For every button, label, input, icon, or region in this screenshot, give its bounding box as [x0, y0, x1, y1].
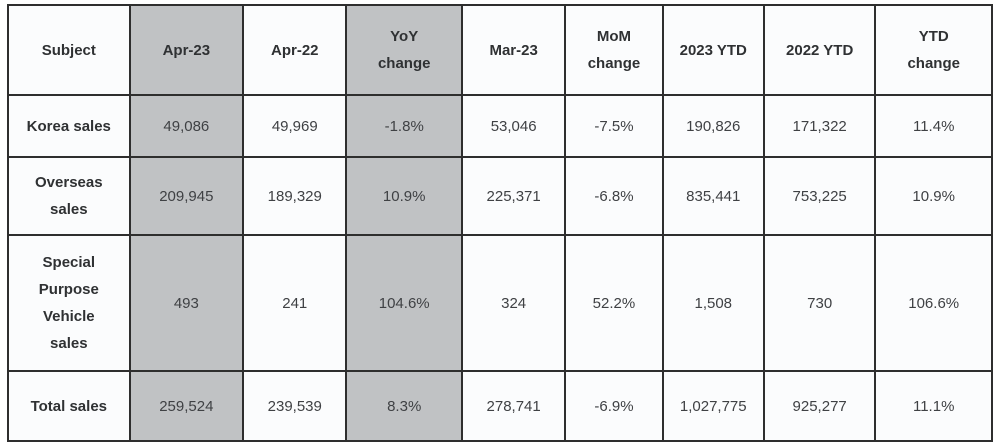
data-cell: 49,086: [128, 94, 245, 158]
header-2022-ytd: 2022 YTD: [762, 4, 877, 96]
data-cell: 106.6%: [874, 234, 993, 372]
data-cell: 225,371: [460, 156, 567, 236]
data-cell: 324: [460, 234, 567, 372]
data-cell: 10.9%: [345, 156, 463, 236]
data-cell: 835,441: [661, 156, 765, 236]
data-cell: 190,826: [661, 94, 765, 158]
data-cell: 730: [762, 234, 877, 372]
data-cell: 171,322: [762, 94, 877, 158]
data-cell: 278,741: [460, 370, 567, 442]
data-cell: 11.1%: [874, 370, 993, 442]
row-label-special-purpose-vehicle-sales: Special Purpose Vehicle sales: [7, 234, 131, 372]
data-cell: 8.3%: [345, 370, 463, 442]
data-cell: 52.2%: [564, 234, 664, 372]
data-cell: 259,524: [128, 370, 245, 442]
monthly-sales-table: Subject Apr-23 Apr-22 YoY change Mar-23 …: [7, 4, 993, 442]
table-row-total-sales: Total sales 259,524 239,539 8.3% 278,741…: [7, 370, 993, 442]
data-cell: 53,046: [460, 94, 567, 158]
data-cell: 753,225: [762, 156, 877, 236]
header-row: Subject Apr-23 Apr-22 YoY change Mar-23 …: [7, 4, 993, 96]
data-cell: 104.6%: [345, 234, 463, 372]
row-label-overseas-sales: Overseas sales: [7, 156, 131, 236]
data-cell: 10.9%: [874, 156, 993, 236]
data-cell: 209,945: [128, 156, 245, 236]
header-ytd-change: YTD change: [874, 4, 993, 96]
header-2023-ytd: 2023 YTD: [661, 4, 765, 96]
header-subject: Subject: [7, 4, 131, 96]
header-yoy-change: YoY change: [345, 4, 463, 96]
header-mar-23: Mar-23: [460, 4, 567, 96]
data-cell: -7.5%: [564, 94, 664, 158]
table-row-special-purpose-vehicle-sales: Special Purpose Vehicle sales 493 241 10…: [7, 234, 993, 372]
header-apr-23: Apr-23: [128, 4, 245, 96]
data-cell: 1,508: [661, 234, 765, 372]
data-cell: -1.8%: [345, 94, 463, 158]
data-cell: 49,969: [242, 94, 348, 158]
row-label-korea-sales: Korea sales: [7, 94, 131, 158]
data-cell: 925,277: [762, 370, 877, 442]
data-cell: 11.4%: [874, 94, 993, 158]
data-cell: 239,539: [242, 370, 348, 442]
data-cell: 241: [242, 234, 348, 372]
row-label-total-sales: Total sales: [7, 370, 131, 442]
data-cell: 1,027,775: [661, 370, 765, 442]
table-row-overseas-sales: Overseas sales 209,945 189,329 10.9% 225…: [7, 156, 993, 236]
data-cell: -6.8%: [564, 156, 664, 236]
table-row-korea-sales: Korea sales 49,086 49,969 -1.8% 53,046 -…: [7, 94, 993, 158]
data-cell: 189,329: [242, 156, 348, 236]
data-cell: 493: [128, 234, 245, 372]
data-cell: -6.9%: [564, 370, 664, 442]
header-mom-change: MoM change: [564, 4, 664, 96]
header-apr-22: Apr-22: [242, 4, 348, 96]
